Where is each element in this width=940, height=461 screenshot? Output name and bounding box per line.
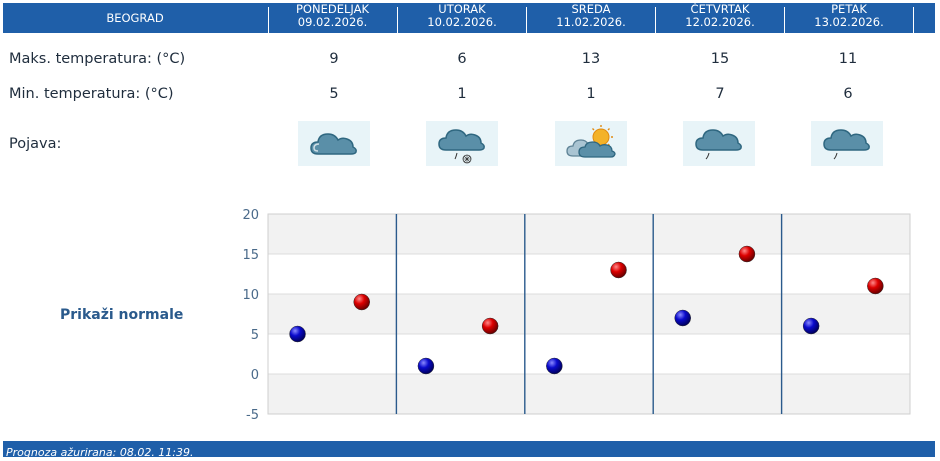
max-temp-value: 11	[838, 51, 858, 67]
day-date: 09.02.2026.	[297, 15, 368, 29]
day-name: UTORAK	[438, 2, 486, 16]
temperature-chart: 20 15 10 5 0 -5	[242, 208, 911, 423]
day-date: 10.02.2026.	[427, 15, 497, 29]
day-header-1: PONEDELJAK 09.02.2026.	[269, 3, 396, 33]
sun-behind-clouds-icon	[555, 121, 627, 166]
min-temp-value: 6	[843, 86, 853, 102]
y-tick-label: 0	[251, 368, 259, 383]
min-temp-point	[546, 357, 563, 375]
max-temp-point	[610, 261, 627, 279]
min-temp-point	[417, 357, 435, 375]
plot-band	[268, 214, 910, 254]
forecast-updated-text: Prognoza ažurirana: 08.02. 11:39.	[6, 446, 194, 459]
day-name: SREDA	[571, 2, 611, 16]
day-date: 13.02.2026.	[814, 15, 884, 29]
y-tick-label: 15	[242, 248, 259, 263]
y-tick-label: 10	[242, 288, 259, 303]
min-temp-value: 1	[586, 86, 596, 102]
phenomenon-label: Pojava:	[9, 136, 62, 152]
plot-frame	[267, 213, 911, 415]
cloud-rain-snow-icon	[426, 121, 498, 166]
max-temp-point	[353, 293, 370, 311]
header-separator	[526, 7, 527, 33]
min-temp-point	[289, 325, 306, 343]
header-separator	[397, 7, 398, 33]
min-temp-value: 7	[715, 86, 725, 102]
max-temp-point	[481, 317, 499, 335]
min-temp-point	[674, 309, 691, 327]
city-name: BEOGRAD	[106, 11, 164, 25]
day-name: PONEDELJAK	[296, 2, 369, 16]
day-name: ČETVRTAK	[690, 2, 750, 16]
header-separator	[268, 7, 269, 33]
day-name: PETAK	[831, 2, 867, 16]
min-temp-label: Min. temperatura: (°C)	[9, 86, 174, 102]
max-temp-value: 9	[329, 51, 339, 67]
day-header-2: UTORAK 10.02.2026.	[398, 3, 526, 33]
max-temp-value: 15	[710, 51, 730, 67]
max-temp-label: Maks. temperatura: (°C)	[9, 51, 186, 67]
header-separator	[784, 7, 785, 33]
min-temp-point	[802, 317, 820, 335]
header-separator	[655, 7, 656, 33]
cloud-light-rain-icon	[811, 121, 883, 166]
day-header-5: PETAK 13.02.2026.	[785, 3, 913, 33]
y-tick-label: 5	[251, 328, 259, 343]
day-header-4: ČETVRTAK 12.02.2026.	[656, 3, 784, 33]
plot-band	[268, 374, 910, 414]
y-tick-label: -5	[246, 408, 259, 423]
show-normals-link[interactable]: Prikaži normale	[60, 307, 184, 323]
day-date: 11.02.2026.	[556, 15, 626, 29]
day-header-3: SREDA 11.02.2026.	[527, 3, 655, 33]
max-temp-point	[867, 277, 884, 295]
max-temp-point	[738, 245, 756, 263]
max-temp-value: 6	[457, 51, 467, 67]
min-temp-value: 1	[457, 86, 467, 102]
cloud-icon	[298, 121, 370, 166]
y-tick-label: 20	[242, 208, 259, 223]
max-temp-value: 13	[581, 51, 601, 67]
day-date: 12.02.2026.	[685, 15, 755, 29]
header-separator	[913, 7, 914, 33]
footer-bar: Prognoza ažurirana: 08.02. 11:39.	[3, 441, 935, 459]
cloud-light-rain-icon	[683, 121, 755, 166]
min-temp-value: 5	[329, 86, 339, 102]
forecast-header: BEOGRAD PONEDELJAK 09.02.2026. UTORAK 10…	[3, 3, 935, 33]
